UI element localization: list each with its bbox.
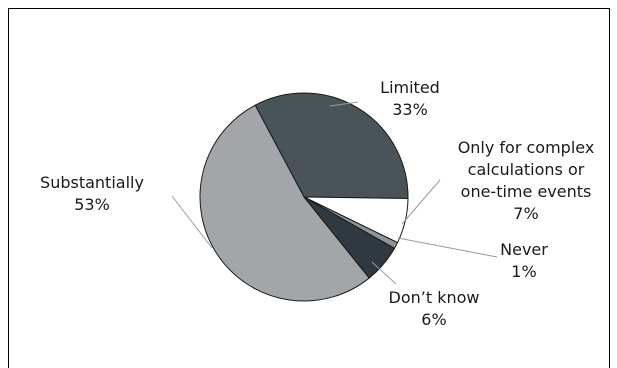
slice-category-text: Never (500, 240, 548, 259)
slice-label: Limited 33% (380, 78, 440, 119)
slice-category-text: calculations or (468, 160, 585, 179)
pie-slices (199, 92, 409, 302)
slice-value-text: 53% (74, 195, 110, 214)
pie-slice-substantially (199, 104, 370, 302)
leader-line (401, 179, 441, 225)
leader-line (371, 261, 397, 285)
leader-line (329, 101, 359, 107)
leader-lines (171, 101, 498, 285)
slice-value-text: 1% (511, 262, 536, 281)
slice-category-text: Substantially (40, 173, 144, 192)
slice-category-text: one-time events (461, 182, 592, 201)
slice-value-text: 7% (513, 204, 538, 223)
leader-line (171, 195, 213, 249)
pie-slice-limited (254, 92, 409, 199)
slice-category-text: Only for complex (458, 138, 595, 157)
slice-labels: Limited 33% Only for complex calculations o… (40, 78, 594, 329)
slice-label: Substantially 53% (40, 173, 144, 214)
leader-line (397, 237, 498, 258)
slice-category-text: Limited (380, 78, 440, 97)
slice-value-text: 6% (421, 310, 446, 329)
slice-category-text: Don’t know (389, 288, 480, 307)
chart-frame (8, 8, 610, 368)
slice-value-text: 33% (392, 100, 428, 119)
slice-label: Never 1% (500, 240, 548, 281)
slice-label: Don’t know 6% (389, 288, 480, 329)
slice-label: Only for complex calculations or one-time … (458, 138, 595, 223)
